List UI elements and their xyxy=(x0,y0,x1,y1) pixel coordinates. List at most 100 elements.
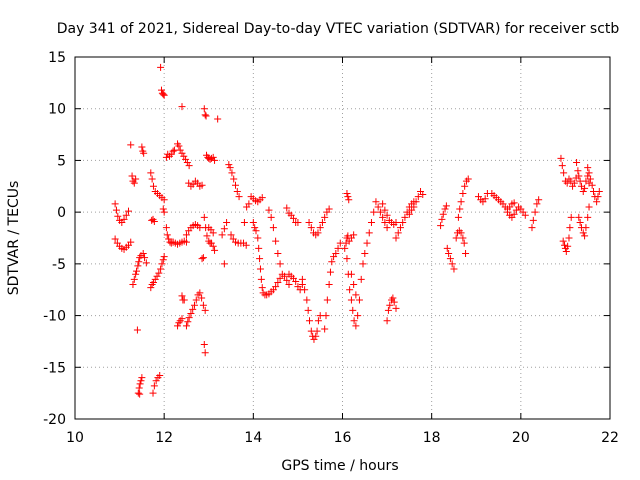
data-point xyxy=(225,161,233,169)
data-point xyxy=(178,149,186,157)
data-point xyxy=(318,218,326,226)
data-point xyxy=(346,286,354,294)
data-point xyxy=(352,322,360,330)
data-point xyxy=(390,298,398,306)
data-point xyxy=(134,262,142,270)
data-point xyxy=(160,253,168,261)
data-point xyxy=(581,184,589,192)
data-point xyxy=(142,259,150,267)
data-point xyxy=(159,256,167,264)
data-point xyxy=(347,270,355,278)
data-point xyxy=(396,224,404,232)
data-point xyxy=(446,255,454,263)
data-point xyxy=(157,265,165,273)
data-point xyxy=(357,275,365,283)
data-point xyxy=(443,244,451,252)
data-point xyxy=(182,322,190,330)
data-point xyxy=(228,169,236,177)
data-point xyxy=(220,225,228,233)
data-point xyxy=(321,325,329,333)
data-point xyxy=(127,238,135,246)
data-point xyxy=(211,246,219,254)
data-point xyxy=(147,169,155,177)
data-point xyxy=(383,317,391,325)
data-point xyxy=(242,241,250,249)
data-point xyxy=(401,213,409,221)
data-point xyxy=(199,301,207,309)
data-point xyxy=(150,382,158,390)
x-tick-label: 18 xyxy=(423,430,441,446)
data-point xyxy=(249,218,257,226)
data-point xyxy=(533,200,541,208)
data-point xyxy=(365,229,373,237)
data-point xyxy=(267,213,275,221)
data-point xyxy=(198,181,206,189)
data-point xyxy=(133,326,141,334)
data-point xyxy=(182,231,190,239)
data-point xyxy=(209,242,217,250)
data-point xyxy=(198,255,206,263)
data-point xyxy=(567,177,575,185)
data-point xyxy=(386,301,394,309)
data-point xyxy=(419,191,427,199)
data-point xyxy=(521,211,529,219)
data-point xyxy=(570,179,578,187)
data-point xyxy=(481,195,489,203)
data-point xyxy=(405,210,413,218)
data-point xyxy=(120,215,128,223)
data-point xyxy=(153,272,161,280)
data-point xyxy=(341,244,349,252)
data-point xyxy=(169,147,177,155)
data-point xyxy=(240,218,248,226)
data-point xyxy=(255,244,263,252)
data-point xyxy=(376,208,384,216)
data-point xyxy=(414,193,422,201)
data-point xyxy=(292,277,300,285)
data-point xyxy=(332,250,340,258)
y-tick-label: -20 xyxy=(43,412,66,428)
data-point xyxy=(230,175,238,183)
data-point xyxy=(588,181,596,189)
data-point xyxy=(584,213,592,221)
data-point xyxy=(149,278,157,286)
data-point xyxy=(352,291,360,299)
data-point xyxy=(565,234,573,242)
data-point xyxy=(158,260,166,268)
data-point xyxy=(130,275,138,283)
data-point xyxy=(200,341,208,349)
data-point xyxy=(176,146,184,154)
data-point xyxy=(307,224,315,232)
data-point xyxy=(370,208,378,216)
data-point xyxy=(574,167,582,175)
data-point xyxy=(218,231,226,239)
x-tick-label: 10 xyxy=(66,430,84,446)
data-point xyxy=(325,205,333,213)
data-point xyxy=(459,234,467,242)
y-tick-label: 15 xyxy=(48,50,66,66)
data-point xyxy=(313,327,321,335)
data-point xyxy=(564,242,572,250)
data-point xyxy=(136,390,144,398)
data-point xyxy=(343,190,351,198)
data-point xyxy=(180,152,188,160)
data-point xyxy=(343,255,351,263)
data-point xyxy=(321,213,329,221)
data-point xyxy=(281,272,289,280)
data-point xyxy=(347,296,355,304)
data-point xyxy=(232,181,239,189)
data-point xyxy=(148,175,156,183)
data-point xyxy=(585,203,593,211)
data-point xyxy=(151,275,159,283)
data-point xyxy=(162,224,170,232)
data-point xyxy=(304,306,312,314)
data-point xyxy=(155,269,163,277)
data-point xyxy=(257,275,265,283)
data-point xyxy=(167,150,175,158)
data-point xyxy=(350,281,358,289)
data-point xyxy=(202,112,210,120)
data-point xyxy=(345,196,353,204)
data-point xyxy=(149,182,157,190)
data-point xyxy=(379,200,387,208)
data-point xyxy=(559,237,567,245)
